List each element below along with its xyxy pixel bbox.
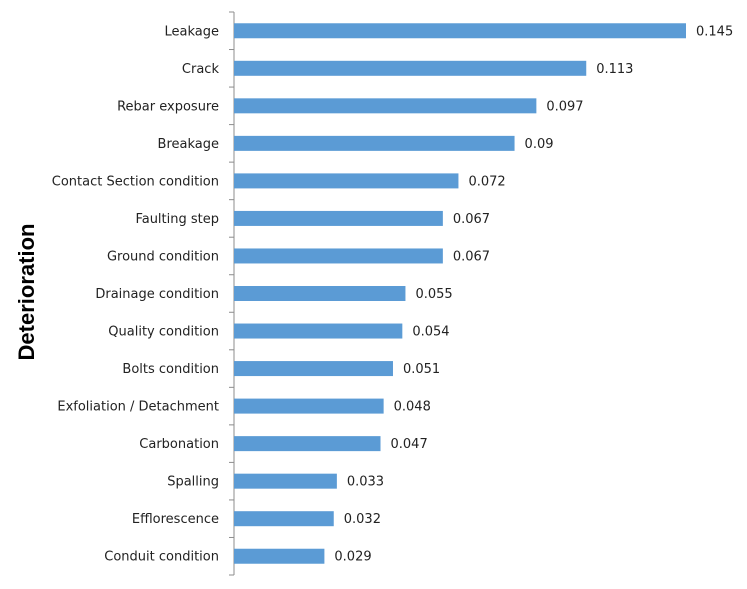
value-label: 0.072	[468, 174, 505, 189]
bar	[234, 210, 443, 226]
bars	[234, 23, 686, 564]
value-label: 0.113	[596, 62, 633, 77]
y-axis-title: Deterioration	[14, 224, 39, 361]
value-label: 0.054	[412, 325, 449, 340]
bar	[234, 548, 325, 564]
value-label: 0.032	[344, 512, 381, 527]
bar	[234, 511, 334, 527]
bar	[234, 473, 337, 489]
category-label: Contact Section condition	[52, 174, 219, 189]
category-label: Exfoliation / Detachment	[57, 400, 219, 415]
value-label: 0.029	[334, 550, 371, 565]
category-label: Conduit condition	[104, 550, 219, 565]
category-label: Bolts condition	[122, 362, 219, 377]
bar	[234, 248, 443, 264]
value-label: 0.09	[525, 137, 554, 152]
bar	[234, 286, 406, 301]
y-axis-ticks	[229, 11, 234, 576]
category-label: Carbonation	[139, 437, 219, 452]
bar	[234, 398, 384, 414]
category-label: Efflorescence	[132, 512, 219, 527]
category-label: Leakage	[165, 24, 220, 39]
value-label: 0.048	[394, 400, 431, 415]
y-axis-title-group: Deterioration	[14, 224, 39, 361]
category-label: Rebar exposure	[117, 99, 219, 114]
bar	[234, 361, 393, 377]
category-label: Breakage	[158, 137, 219, 152]
value-label: 0.047	[391, 437, 428, 452]
bar	[234, 436, 381, 452]
value-label: 0.097	[546, 99, 583, 114]
category-label: Spalling	[167, 475, 219, 490]
category-label: Faulting step	[135, 212, 219, 227]
category-labels: Leakage Crack Rebar exposure Breakage Contac…	[52, 24, 220, 564]
value-label: 0.055	[415, 287, 452, 302]
bar	[234, 135, 515, 151]
value-label: 0.067	[453, 212, 490, 227]
bar	[234, 60, 587, 76]
value-label: 0.033	[347, 475, 384, 490]
category-label: Crack	[182, 62, 220, 77]
bar	[234, 323, 403, 339]
category-label: Quality condition	[108, 325, 219, 340]
category-label: Ground condition	[107, 249, 219, 264]
value-label: 0.067	[453, 249, 490, 264]
value-labels: 0.145 0.113 0.097 0.09 0.072 0.067 0.067 0.055 0…	[334, 24, 733, 564]
value-label: 0.051	[403, 362, 440, 377]
bar	[234, 23, 686, 39]
bar	[234, 173, 459, 189]
value-label: 0.145	[696, 24, 733, 39]
category-label: Drainage condition	[95, 287, 219, 302]
bar	[234, 98, 537, 114]
